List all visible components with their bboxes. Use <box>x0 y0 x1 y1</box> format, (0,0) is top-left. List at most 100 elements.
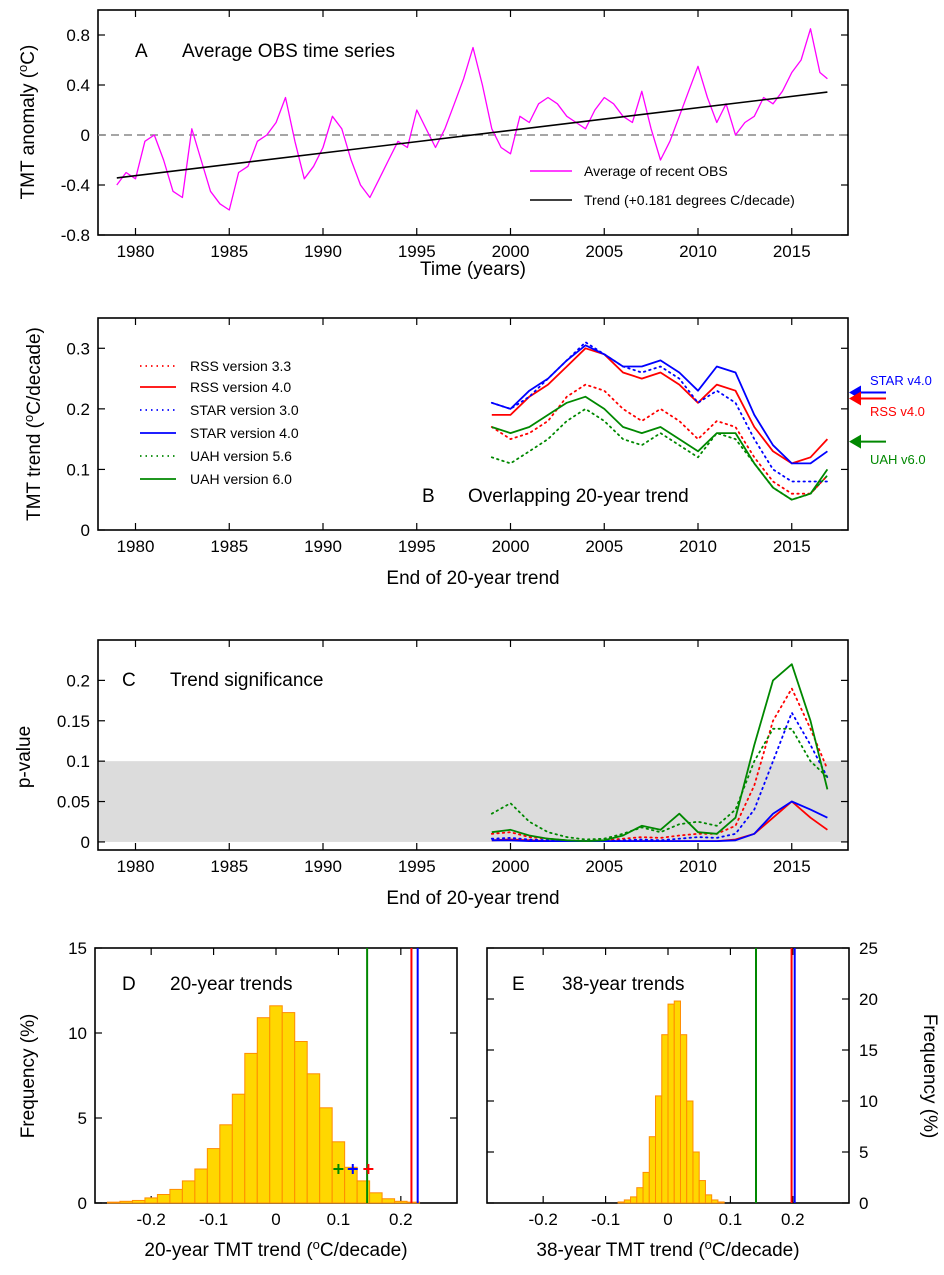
histogram-bar <box>630 1196 638 1204</box>
panel-e-ylabel: Frequency (%) <box>919 1014 940 1139</box>
panel-b-ticks: 1980 1985 1990 1995 2000 2005 2010 2015 0 0.1 0.2 0… <box>66 318 848 556</box>
significance-band <box>99 761 847 842</box>
panel-b-ytick-label: 0.3 <box>66 339 90 358</box>
panel-b-ytick-label: 0 <box>81 521 90 540</box>
panel-a-xtick-label: 2005 <box>585 242 623 261</box>
panel-a-xtick-label: 1990 <box>304 242 342 261</box>
histogram-bar <box>648 1136 657 1204</box>
side-arrow-head <box>849 434 861 449</box>
histogram-bar <box>281 1012 296 1204</box>
panel-b-xtick-label: 2015 <box>773 537 811 556</box>
panel-c-xtick-label: 2010 <box>679 857 717 876</box>
histogram-bar <box>394 1200 408 1204</box>
histogram-bar <box>617 1201 625 1204</box>
panel-d-ticks: -0.2 -0.1 0 0.1 0.2 0 5 10 15 <box>68 939 457 1229</box>
panel-a-ytick-label: 0 <box>81 126 90 145</box>
histogram-bar <box>181 1180 196 1204</box>
panel-a-ytick-label: -0.8 <box>61 226 90 245</box>
histogram-bar <box>692 1151 700 1204</box>
histogram-bar <box>661 1034 669 1204</box>
panel-b-xtick-label: 1995 <box>398 537 436 556</box>
panel-a-xtick-label: 1985 <box>210 242 248 261</box>
histogram-bar <box>655 1095 663 1204</box>
panel-d-ytick-label: 15 <box>68 939 87 958</box>
panel-c-ytick-label: 0.2 <box>66 671 90 690</box>
panel-c-xtick-label: 2005 <box>585 857 623 876</box>
panel-b-frame <box>97 317 849 531</box>
panel-a-legend: Average of recent OBS Trend (+0.181 degr… <box>530 163 795 208</box>
histogram-bar <box>369 1192 383 1204</box>
panel-a-ytick-label: 0.4 <box>66 76 90 95</box>
histogram-bar <box>131 1199 146 1204</box>
panel-c: 1980 1985 1990 1995 2000 2005 2010 2015 0 0.05 0.1… <box>14 639 849 909</box>
panel-a-title: Average OBS time series <box>182 41 395 62</box>
panel-a-xlabel: Time (years) <box>420 259 526 280</box>
panel-e: -0.2 -0.1 0 0.1 0.2 0 5 10 15 20 25 E 38-year tren… <box>486 939 940 1261</box>
series-uah-version-5-6 <box>490 727 829 841</box>
panel-c-ytick-label: 0.1 <box>66 752 90 771</box>
panel-e-letter: E <box>512 974 525 995</box>
panel-c-ytick-label: 0.05 <box>57 793 90 812</box>
panel-b-xtick-label: 2000 <box>492 537 530 556</box>
panel-c-xtick-label: 2000 <box>492 857 530 876</box>
series-uah-version-6-0 <box>491 663 829 842</box>
histogram-bar <box>256 1017 271 1204</box>
panel-a-xtick-label: 2015 <box>773 242 811 261</box>
histogram-bar <box>667 1003 675 1204</box>
panel-e-ytick-label: 25 <box>859 939 878 958</box>
histogram-bar <box>698 1180 706 1204</box>
legend-label-uah56: UAH version 5.6 <box>190 448 292 464</box>
panel-c-xtick-label: 1995 <box>398 857 436 876</box>
histogram-bar <box>717 1201 725 1204</box>
panel-b-letter: B <box>422 486 435 507</box>
panel-d-ytick-label: 5 <box>78 1109 87 1128</box>
panel-a-ytick-label: 0.8 <box>66 26 90 45</box>
panel-c-xlabel: End of 20-year trend <box>386 888 559 909</box>
histogram-bar <box>406 1201 421 1204</box>
legend-label-average: Average of recent OBS <box>584 163 728 179</box>
histogram-bar <box>169 1188 183 1204</box>
panel-b-title: Overlapping 20-year trend <box>468 486 689 507</box>
series-uah-version-6-0 <box>491 395 829 501</box>
histogram-bar <box>704 1194 713 1204</box>
legend-label-rss33: RSS version 3.3 <box>190 358 291 374</box>
histogram-bar <box>319 1107 333 1204</box>
panel-b: 1980 1985 1990 1995 2000 2005 2010 2015 0 0.1 0.2 0… <box>21 317 932 589</box>
arrow-label-rss: RSS v4.0 <box>870 404 925 419</box>
side-arrow-head <box>849 391 861 406</box>
histogram-bar <box>711 1199 719 1204</box>
histogram-bar <box>194 1168 208 1204</box>
histogram-bar <box>106 1201 121 1204</box>
panel-e-xlabel: 38-year TMT trend (oC/decade) <box>536 1237 799 1261</box>
panel-d-title: 20-year trends <box>170 974 293 995</box>
histogram-bar <box>623 1199 632 1204</box>
panel-b-side-arrows: STAR v4.0 RSS v4.0 UAH v6.0 <box>870 373 932 467</box>
histogram-bar <box>156 1194 171 1204</box>
panel-c-frame <box>97 639 849 851</box>
panel-c-xtick-label: 2015 <box>773 857 811 876</box>
panel-e-xtick-label: 0.2 <box>781 1210 805 1229</box>
histogram-bar <box>219 1124 233 1204</box>
panel-b-xlabel: End of 20-year trend <box>386 568 559 589</box>
panel-b-xtick-label: 1985 <box>210 537 248 556</box>
panel-e-ytick-label: 15 <box>859 1041 878 1060</box>
panel-e-ytick-label: 0 <box>859 1194 868 1213</box>
panel-d-xtick-label: -0.1 <box>199 1210 228 1229</box>
histogram-bar <box>244 1052 258 1204</box>
panel-b-ylabel: TMT trend (oC/decade) <box>21 327 45 521</box>
series-rss-version-3-3 <box>490 383 829 495</box>
panel-c-xtick-label: 1990 <box>304 857 342 876</box>
panel-c-ytick-label: 0 <box>81 833 90 852</box>
arrow-label-uah: UAH v6.0 <box>870 452 926 467</box>
histogram-bar <box>344 1166 358 1204</box>
panel-c-ytick-label: 0.15 <box>57 712 90 731</box>
panel-a-ticks: 1980 1985 1990 1995 2000 2005 2010 2015 -0.8 -0.4… <box>61 10 848 261</box>
histogram-bar <box>381 1198 396 1204</box>
histogram-bar <box>269 1005 283 1204</box>
panel-d-ytick-label: 10 <box>68 1024 87 1043</box>
panel-e-ytick-label: 5 <box>859 1143 868 1162</box>
histogram-bar <box>206 1148 221 1204</box>
panel-b-xtick-label: 2005 <box>585 537 623 556</box>
panel-a-ylabel: TMT anomaly (oC) <box>15 45 39 200</box>
